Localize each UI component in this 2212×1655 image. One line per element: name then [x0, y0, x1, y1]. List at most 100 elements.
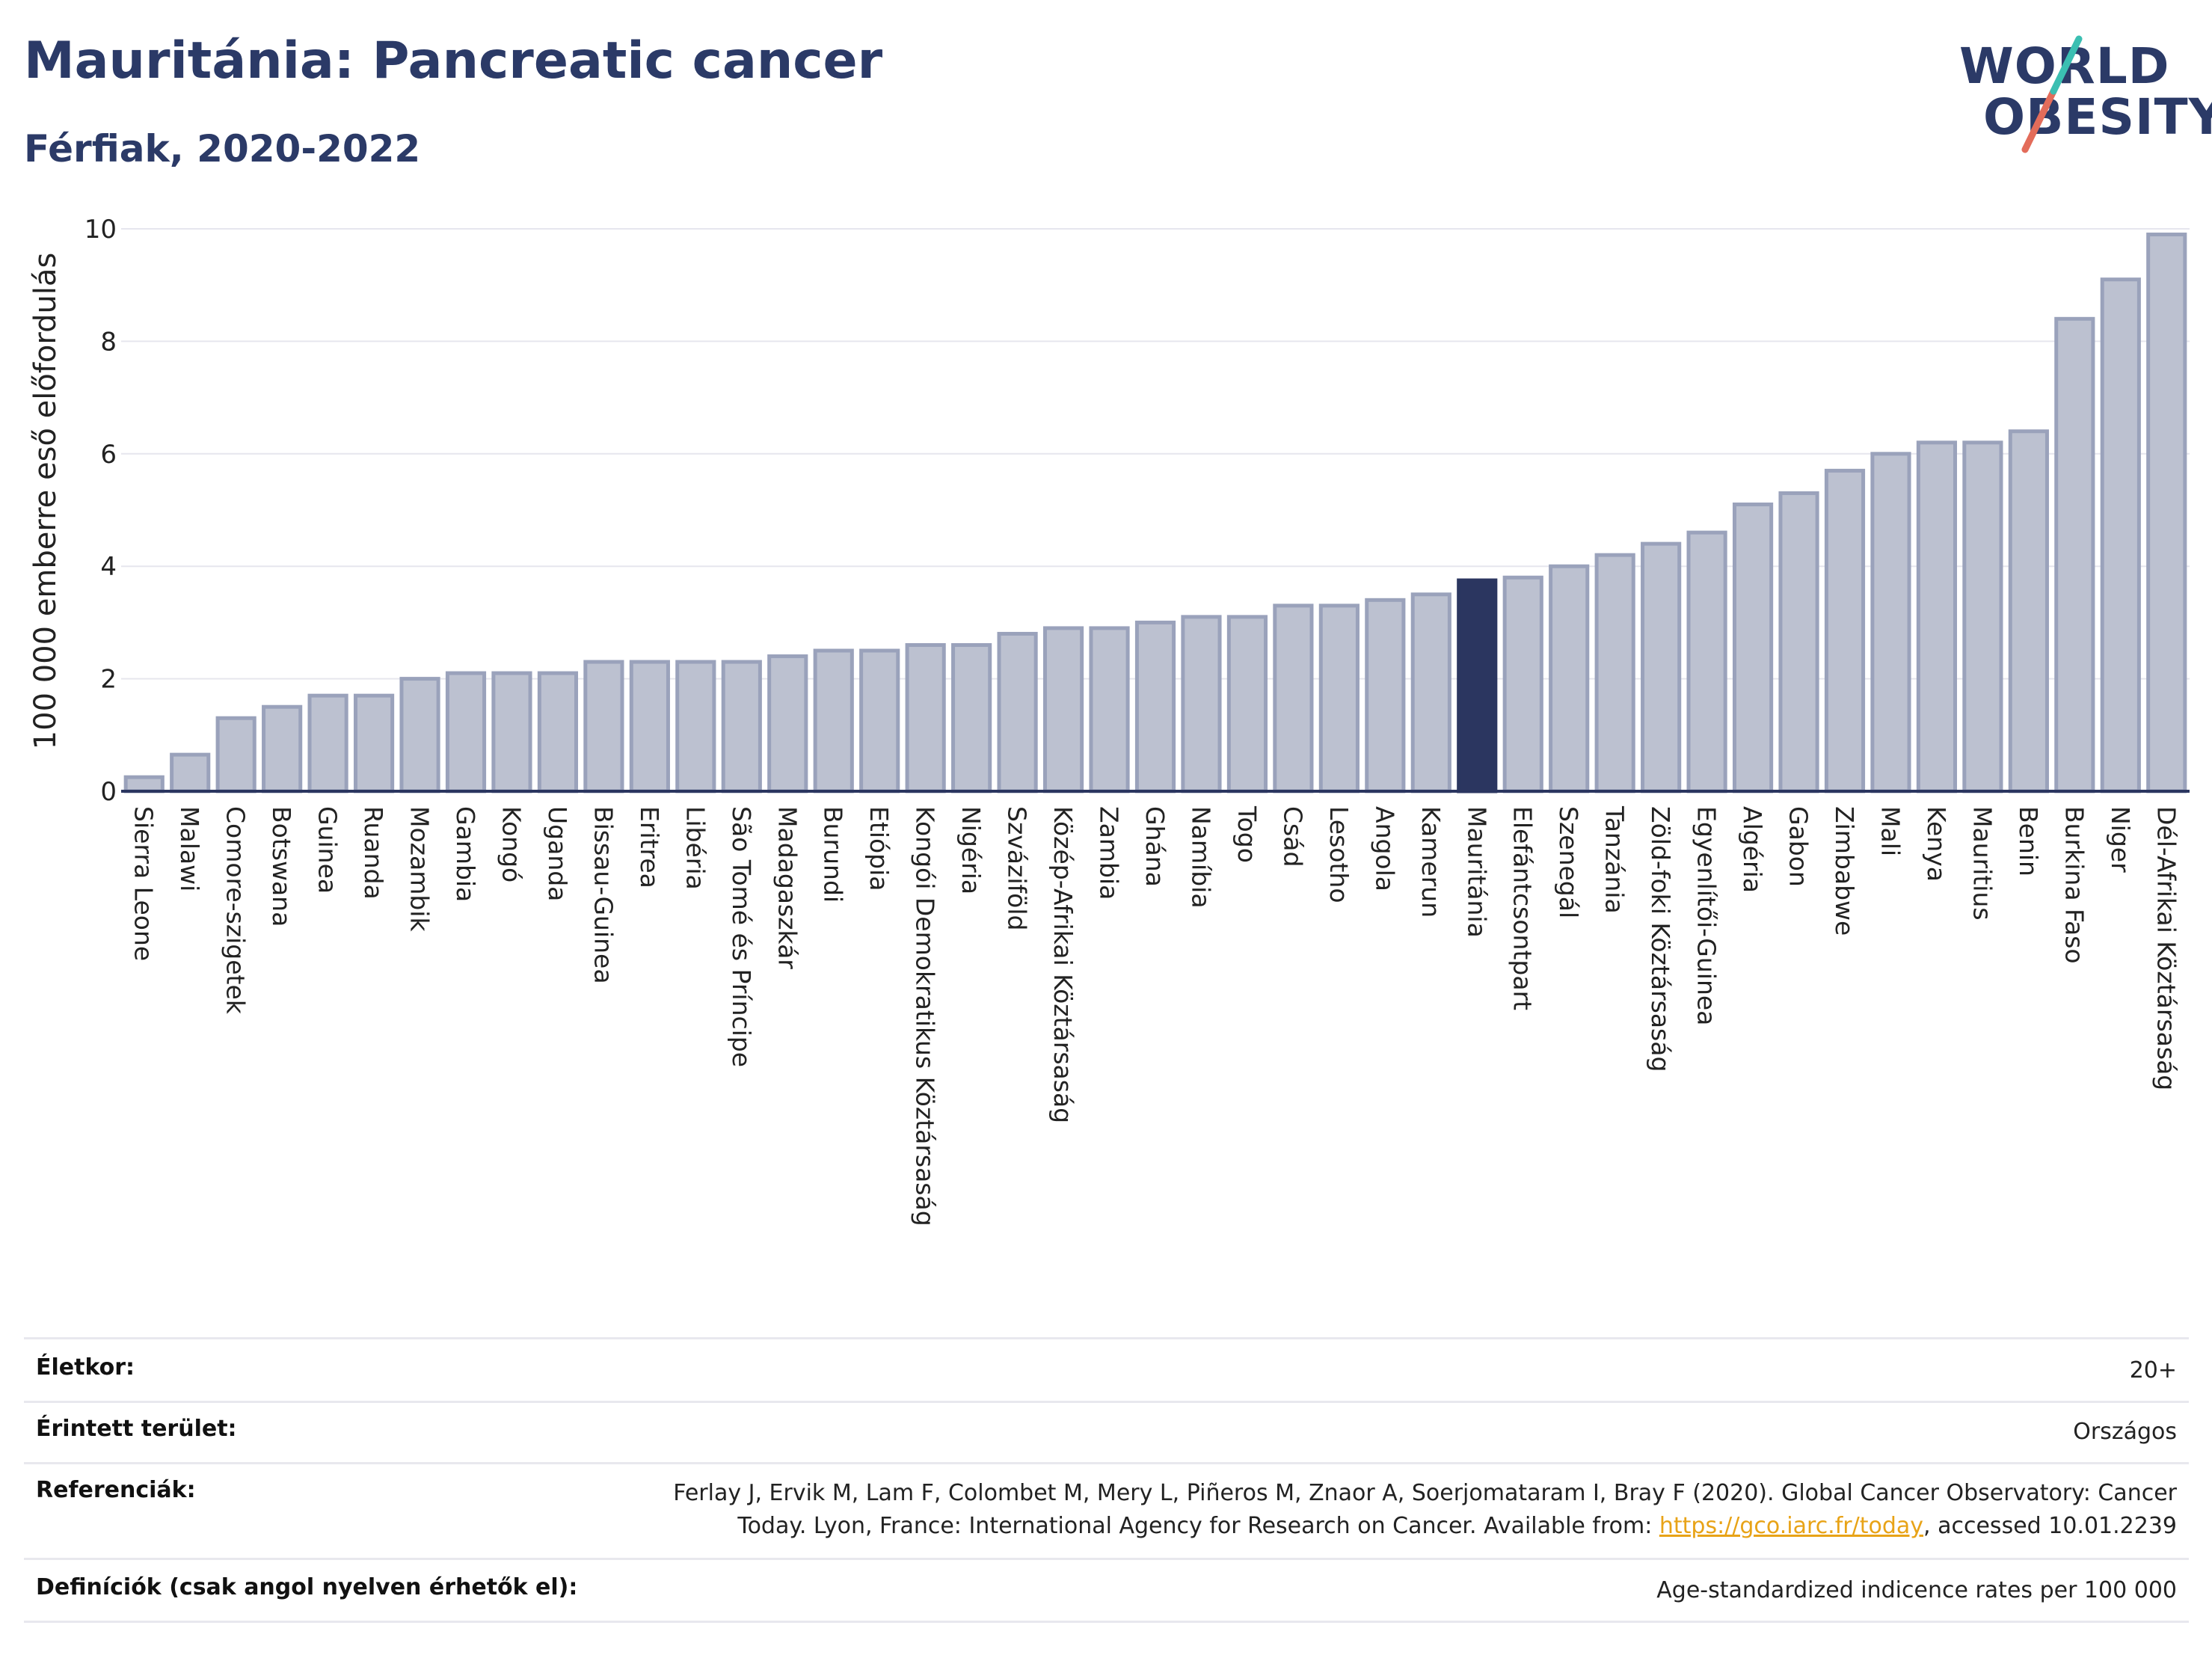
bar-tanzánia: [1594, 553, 1635, 793]
bar-angola: [1365, 598, 1406, 793]
bar-lesotho: [1318, 604, 1360, 793]
bar-libéria: [675, 660, 716, 793]
bar-mozambik: [399, 677, 440, 793]
x-tick-label: Burkina Faso: [2059, 806, 2089, 964]
bar-ghána: [1134, 620, 1176, 793]
bar-mauritánia: [1457, 578, 1498, 793]
y-tick-label: 2: [100, 665, 117, 695]
x-tick-label: Kongói Demokratikus Köztársaság: [911, 806, 940, 1226]
x-tick-label: Ghána: [1140, 806, 1170, 887]
bar-burundi: [813, 648, 854, 793]
definitions-label: Definíciók (csak angol nyelven érhetők e…: [36, 1574, 578, 1600]
x-tick-label: Zöld-foki Köztársaság: [1646, 806, 1675, 1072]
x-tick-label: Zimbabwe: [1830, 806, 1859, 936]
x-tick-label: Comore-szigetek: [221, 806, 251, 1015]
x-tick-label: Libéria: [681, 806, 710, 890]
x-tick-label: Ruanda: [359, 806, 388, 900]
x-tick-labels: Sierra Leone Malawi Comore-szigetek Botswan…: [129, 805, 2181, 1226]
y-tick-label: 4: [100, 552, 117, 582]
logo-slash-icon: [2021, 35, 2083, 153]
x-tick-label: Uganda: [543, 806, 572, 901]
x-tick-label: Benin: [2014, 806, 2043, 876]
x-tick-label: Tanzánia: [1600, 805, 1629, 914]
definitions-value: Age-standardized indicence rates per 100…: [1656, 1577, 2177, 1603]
world-obesity-logo: WORLD OBESITY: [1944, 22, 2212, 165]
bar-csád: [1273, 604, 1314, 793]
bar-burkina-faso: [2054, 316, 2095, 793]
x-tick-label: Közép-Afrikai Köztársaság: [1048, 806, 1078, 1123]
bar-madagaszkár: [767, 654, 808, 793]
bar-comore-szigetek: [215, 716, 256, 793]
reference-line-2: Today. Lyon, France: International Agenc…: [673, 1510, 2177, 1543]
bar-eritrea: [629, 660, 670, 793]
x-tick-label: Botswana: [267, 806, 296, 927]
age-label: Életkor:: [36, 1354, 135, 1381]
x-tick-label: Mauritius: [1967, 806, 1997, 921]
x-tick-label: Mali: [1875, 806, 1905, 856]
area-label: Érintett terület:: [36, 1416, 237, 1442]
divider: [24, 1621, 2189, 1623]
bar-zambia: [1089, 626, 1130, 793]
x-tick-label: Mauritánia: [1462, 806, 1491, 938]
x-tick-label: Niger: [2106, 806, 2135, 873]
bar-botswana: [262, 704, 303, 793]
bar-etiópia: [859, 648, 900, 793]
info-table: Életkor: 20+ Érintett terület: Országos …: [24, 1337, 2189, 1639]
bar-s-o-tomé-és-príncipe: [721, 660, 762, 793]
bar-gambia: [445, 671, 487, 793]
bar-benin: [2008, 429, 2049, 793]
bar-közép-afrikai-köztársaság: [1042, 626, 1084, 793]
x-tick-label: Madagaszkár: [772, 806, 802, 969]
x-tick-label: Angola: [1370, 806, 1399, 891]
page-title: Mauritánia: Pancreatic cancer: [24, 31, 883, 90]
bar-gabon: [1778, 491, 1819, 793]
reference-link[interactable]: https://gco.iarc.fr/today: [1659, 1513, 1924, 1539]
bar-mauritius: [1962, 440, 2003, 793]
bar-kenya: [1916, 440, 1958, 793]
references-label: Referenciák:: [36, 1477, 196, 1503]
x-tick-label: Algéria: [1738, 806, 1767, 893]
x-tick-label: Dél-Afrikai Köztársaság: [2151, 806, 2181, 1090]
x-tick-label: Bissau-Guinea: [589, 806, 618, 984]
age-value: 20+: [2129, 1357, 2177, 1384]
bars: [121, 233, 2190, 793]
bar-dél-afrikai-köztársaság: [2146, 233, 2187, 793]
y-tick-label: 10: [85, 215, 117, 245]
y-tick-label: 8: [100, 327, 117, 357]
logo-line2: OBESITY: [1983, 88, 2212, 146]
x-tick-label: Guinea: [313, 806, 342, 894]
bar-ruanda: [353, 693, 395, 793]
divider: [24, 1558, 2189, 1560]
x-tick-label: Zambia: [1095, 806, 1124, 900]
x-tick-label: Etiópia: [864, 806, 894, 891]
bar-niger: [2100, 277, 2141, 793]
x-tick-label: Togo: [1232, 805, 1262, 863]
bar-zimbabwe: [1824, 468, 1866, 793]
x-tick-label: Kamerun: [1416, 806, 1446, 918]
x-tick-label: São Tomé és Príncipe: [727, 806, 756, 1067]
x-tick-label: Egyenlítői-Guinea: [1692, 806, 1721, 1025]
area-value: Országos: [2073, 1419, 2177, 1445]
bar-kongó: [491, 671, 532, 793]
reference-accessed: , accessed 10.01.2239: [1923, 1513, 2177, 1539]
bar-szváziföld: [997, 631, 1038, 793]
bar-chart: 0 2 4 6 8 10 Sierra Leone Malawi Comore-szigete…: [28, 215, 2190, 1226]
bar-egyenlítői-guinea: [1686, 530, 1727, 793]
reference-text: Today. Lyon, France: International Agenc…: [737, 1513, 1659, 1539]
bar-algéria: [1732, 502, 1774, 793]
bar-szenegál: [1549, 564, 1590, 793]
references-value: Ferlay J, Ervik M, Lam F, Colombet M, Me…: [673, 1477, 2177, 1543]
x-tick-label: Malawi: [175, 806, 204, 891]
x-tick-label: Gambia: [451, 806, 480, 902]
reference-line-1: Ferlay J, Ervik M, Lam F, Colombet M, Me…: [673, 1480, 2177, 1506]
bar-namíbia: [1181, 615, 1222, 793]
x-tick-label: Csád: [1278, 806, 1307, 867]
bar-malawi: [170, 752, 211, 793]
x-tick-label: Szváziföld: [1003, 806, 1032, 930]
x-tick-label: Kenya: [1922, 806, 1951, 882]
y-tick-labels: 0 2 4 6 8 10: [85, 215, 117, 807]
bar-togo: [1226, 615, 1268, 793]
bar-sierra-leone: [123, 775, 165, 793]
x-tick-label: Burundi: [819, 806, 848, 903]
bar-elefántcsontpart: [1502, 575, 1543, 793]
